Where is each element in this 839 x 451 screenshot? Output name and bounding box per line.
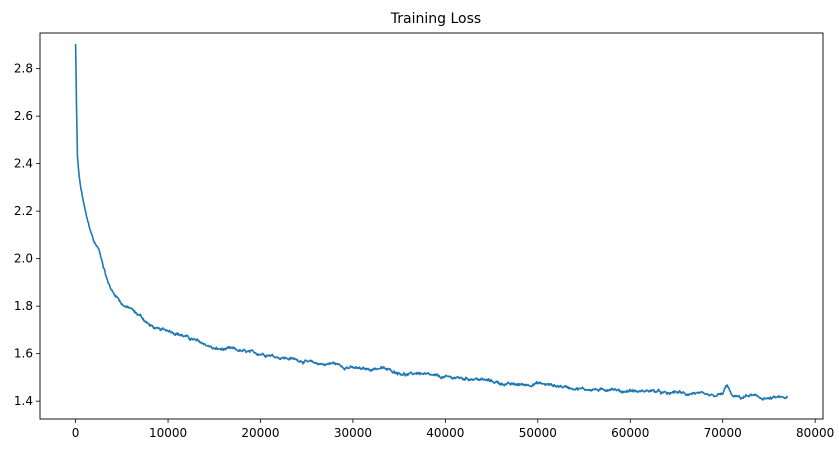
x-axis: 0 10000 20000 30000 40000 50000 60000 70000 8000… <box>72 419 834 440</box>
y-tick-label: 1.6 <box>14 347 33 361</box>
y-tick-label: 1.4 <box>14 394 33 408</box>
x-tick-label: 70000 <box>704 426 742 440</box>
series-layer <box>74 43 789 401</box>
y-tick-label: 2.2 <box>14 204 33 218</box>
x-tick-label: 60000 <box>611 426 649 440</box>
x-tick-label: 80000 <box>796 426 834 440</box>
y-tick-label: 2.8 <box>14 62 33 76</box>
x-tick-label: 10000 <box>149 426 187 440</box>
x-tick-label: 50000 <box>519 426 557 440</box>
y-tick-label: 2.0 <box>14 252 33 266</box>
chart-title: Training Loss <box>390 11 481 27</box>
x-tick-label: 0 <box>72 426 80 440</box>
y-axis: 1.4 1.6 1.8 2.0 2.2 2.4 2.6 2.8 <box>14 62 40 408</box>
y-tick-label: 2.4 <box>14 157 33 171</box>
x-tick-label: 30000 <box>334 426 372 440</box>
plot-frame <box>39 32 824 420</box>
series-line <box>74 43 789 401</box>
x-tick-label: 20000 <box>241 426 279 440</box>
y-tick-label: 2.6 <box>14 109 33 123</box>
y-tick-label: 1.8 <box>14 299 33 313</box>
x-tick-label: 40000 <box>426 426 464 440</box>
